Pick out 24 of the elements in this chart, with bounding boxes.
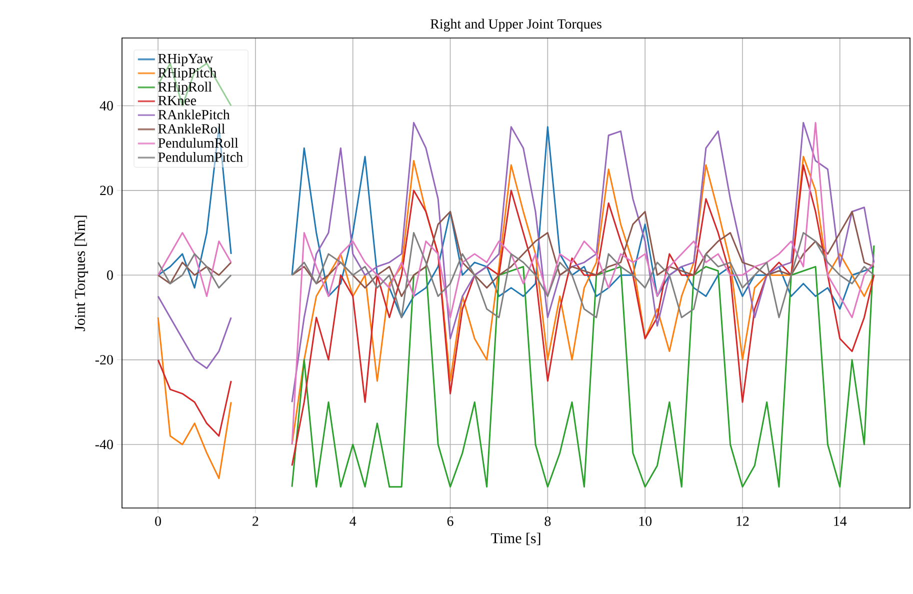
y-tick-label: -20 [95,355,113,365]
y-tick-label: -40 [95,440,113,450]
legend-label: RHipPitch [158,68,217,80]
legend-label: RKnee [158,96,196,106]
legend-label: RAnkleRoll [158,124,225,134]
y-axis-title: Joint Torques [Nm] [74,216,88,332]
x-tick-label: 6 [447,516,454,526]
legend-label: PendulumPitch [158,152,243,162]
legend-label: RHipYaw [158,54,213,66]
x-tick-label: 8 [544,516,551,526]
x-tick-label: 12 [736,516,749,526]
x-tick-label: 14 [834,516,847,526]
x-tick-label: 0 [155,516,161,526]
y-tick-label: 0 [107,270,113,280]
legend-label: RHipRoll [158,82,212,94]
legend-label: RAnklePitch [158,110,230,120]
x-tick-label: 4 [350,516,356,526]
x-tick-label: 2 [252,516,258,526]
y-tick-label: 20 [100,186,113,196]
x-tick-label: 10 [639,516,652,526]
y-tick-label: 40 [100,101,113,110]
chart-title: Right and Upper Joint Torques [430,18,602,32]
legend-label: PendulumRoll [158,138,238,148]
x-axis-title: Time [s] [491,532,540,546]
